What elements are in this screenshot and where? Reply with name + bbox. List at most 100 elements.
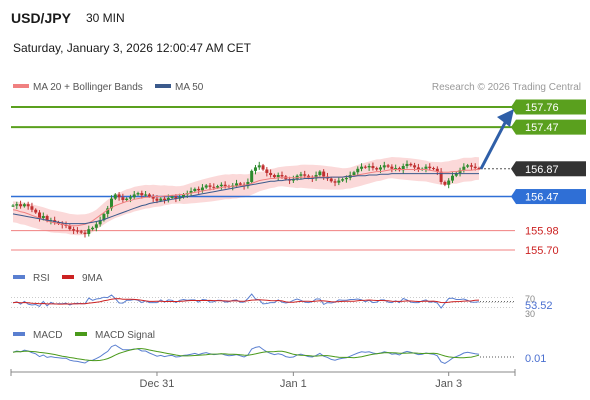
candle-body (68, 225, 72, 230)
candle-body (386, 165, 390, 167)
candle-body (382, 165, 386, 168)
ma50-line (12, 173, 479, 225)
candle-body (125, 198, 129, 201)
candle-body (181, 194, 185, 198)
candle-body (462, 166, 466, 171)
level-label-pointer (511, 161, 516, 177)
candle-body (477, 168, 481, 170)
candle-body (246, 181, 250, 187)
level-label-target: 155.98 (525, 226, 559, 238)
candle-body (435, 168, 439, 172)
candle-body (341, 179, 345, 181)
candle-body (257, 165, 261, 168)
candle-body (94, 224, 98, 228)
candle-body (473, 166, 477, 169)
candle-body (15, 204, 19, 206)
macd-signal-line (12, 348, 480, 362)
candle-body (367, 166, 371, 168)
candle-body (363, 166, 367, 168)
ma50-legend-label: MA 50 (175, 82, 204, 93)
candle-body (26, 204, 30, 207)
candle-body (344, 177, 348, 180)
candle-body (424, 166, 428, 169)
x-tick-label: Jan 3 (435, 378, 462, 390)
candle-body (280, 175, 284, 177)
candle-body (360, 166, 364, 169)
candle-body (378, 167, 382, 170)
candle-body (322, 171, 326, 177)
credit-text: Research © 2026 Trading Central (432, 82, 581, 93)
candle-body (11, 205, 15, 207)
candle-body (375, 168, 379, 170)
rsi-ma-legend-label: 9MA (82, 273, 103, 284)
candle-body (174, 196, 178, 199)
candle-body (454, 172, 458, 176)
x-axis: Dec 31 Jan 1 Jan 3 (10, 369, 516, 390)
candle-body (216, 186, 220, 188)
candle-body (212, 186, 216, 188)
macd-line (12, 344, 480, 364)
price-panel: 157.76 157.47 156.87 156.47 155.98 155.70 (11, 99, 586, 257)
candle-body (128, 197, 132, 199)
symbol-title: USD/JPY (11, 10, 71, 26)
level-label-resistance: 157.76 (525, 102, 559, 114)
candle-body (132, 194, 136, 198)
candle-body (401, 166, 405, 171)
candle-body (416, 167, 420, 170)
rsi-70-label: 70 (525, 294, 535, 304)
candle-body (75, 230, 79, 232)
macd-signal-legend-swatch (75, 332, 87, 336)
candle-body (170, 196, 174, 198)
macd-value-label: 0.01 (525, 353, 546, 365)
rsi-ma-legend-swatch (62, 275, 74, 279)
candle-body (41, 215, 45, 219)
candle-body (102, 213, 106, 221)
candle-body (318, 171, 322, 176)
candle-body (299, 174, 303, 176)
level-label-pointer (511, 119, 516, 135)
candle-body (469, 165, 473, 167)
forecast-arrow-shaft (479, 118, 509, 170)
ma20-line (12, 169, 479, 227)
candle-body (269, 172, 273, 176)
candle-body (253, 167, 257, 171)
candle-body (166, 197, 170, 201)
candle-body (466, 165, 470, 167)
level-label-target: 155.70 (525, 245, 559, 257)
candle-body (276, 175, 280, 178)
candle-body (405, 163, 409, 167)
ma20-legend-swatch (13, 84, 29, 88)
macd-legend-label: MACD (33, 330, 62, 341)
candle-body (87, 229, 91, 235)
candle-body (250, 170, 254, 182)
candle-body (261, 165, 265, 170)
candle-body (409, 163, 413, 166)
level-label-box-resistance (516, 99, 586, 115)
ma50-legend-swatch (155, 84, 171, 88)
level-label-box-resistance (516, 119, 586, 135)
candle-body (413, 165, 417, 168)
candle-body (34, 209, 38, 213)
candle-body (204, 185, 208, 188)
candle-body (200, 187, 204, 191)
candle-body (352, 172, 356, 176)
candle-body (428, 166, 432, 169)
candle-body (140, 193, 144, 196)
candle-body (333, 181, 337, 183)
candle-body (219, 184, 223, 187)
forecast-arrow-head (497, 109, 514, 127)
level-label-pointer (511, 99, 516, 115)
candle-body (291, 179, 295, 181)
candle-body (443, 181, 447, 185)
candle-body (439, 171, 443, 182)
candle-body (163, 198, 167, 201)
candle-body (238, 183, 242, 185)
candle-body (303, 174, 307, 176)
candle-body (22, 204, 26, 207)
candle-body (197, 188, 201, 191)
candle-body (30, 206, 34, 210)
x-tick-label: Jan 1 (280, 378, 307, 390)
rsi-legend-label: RSI (33, 273, 50, 284)
